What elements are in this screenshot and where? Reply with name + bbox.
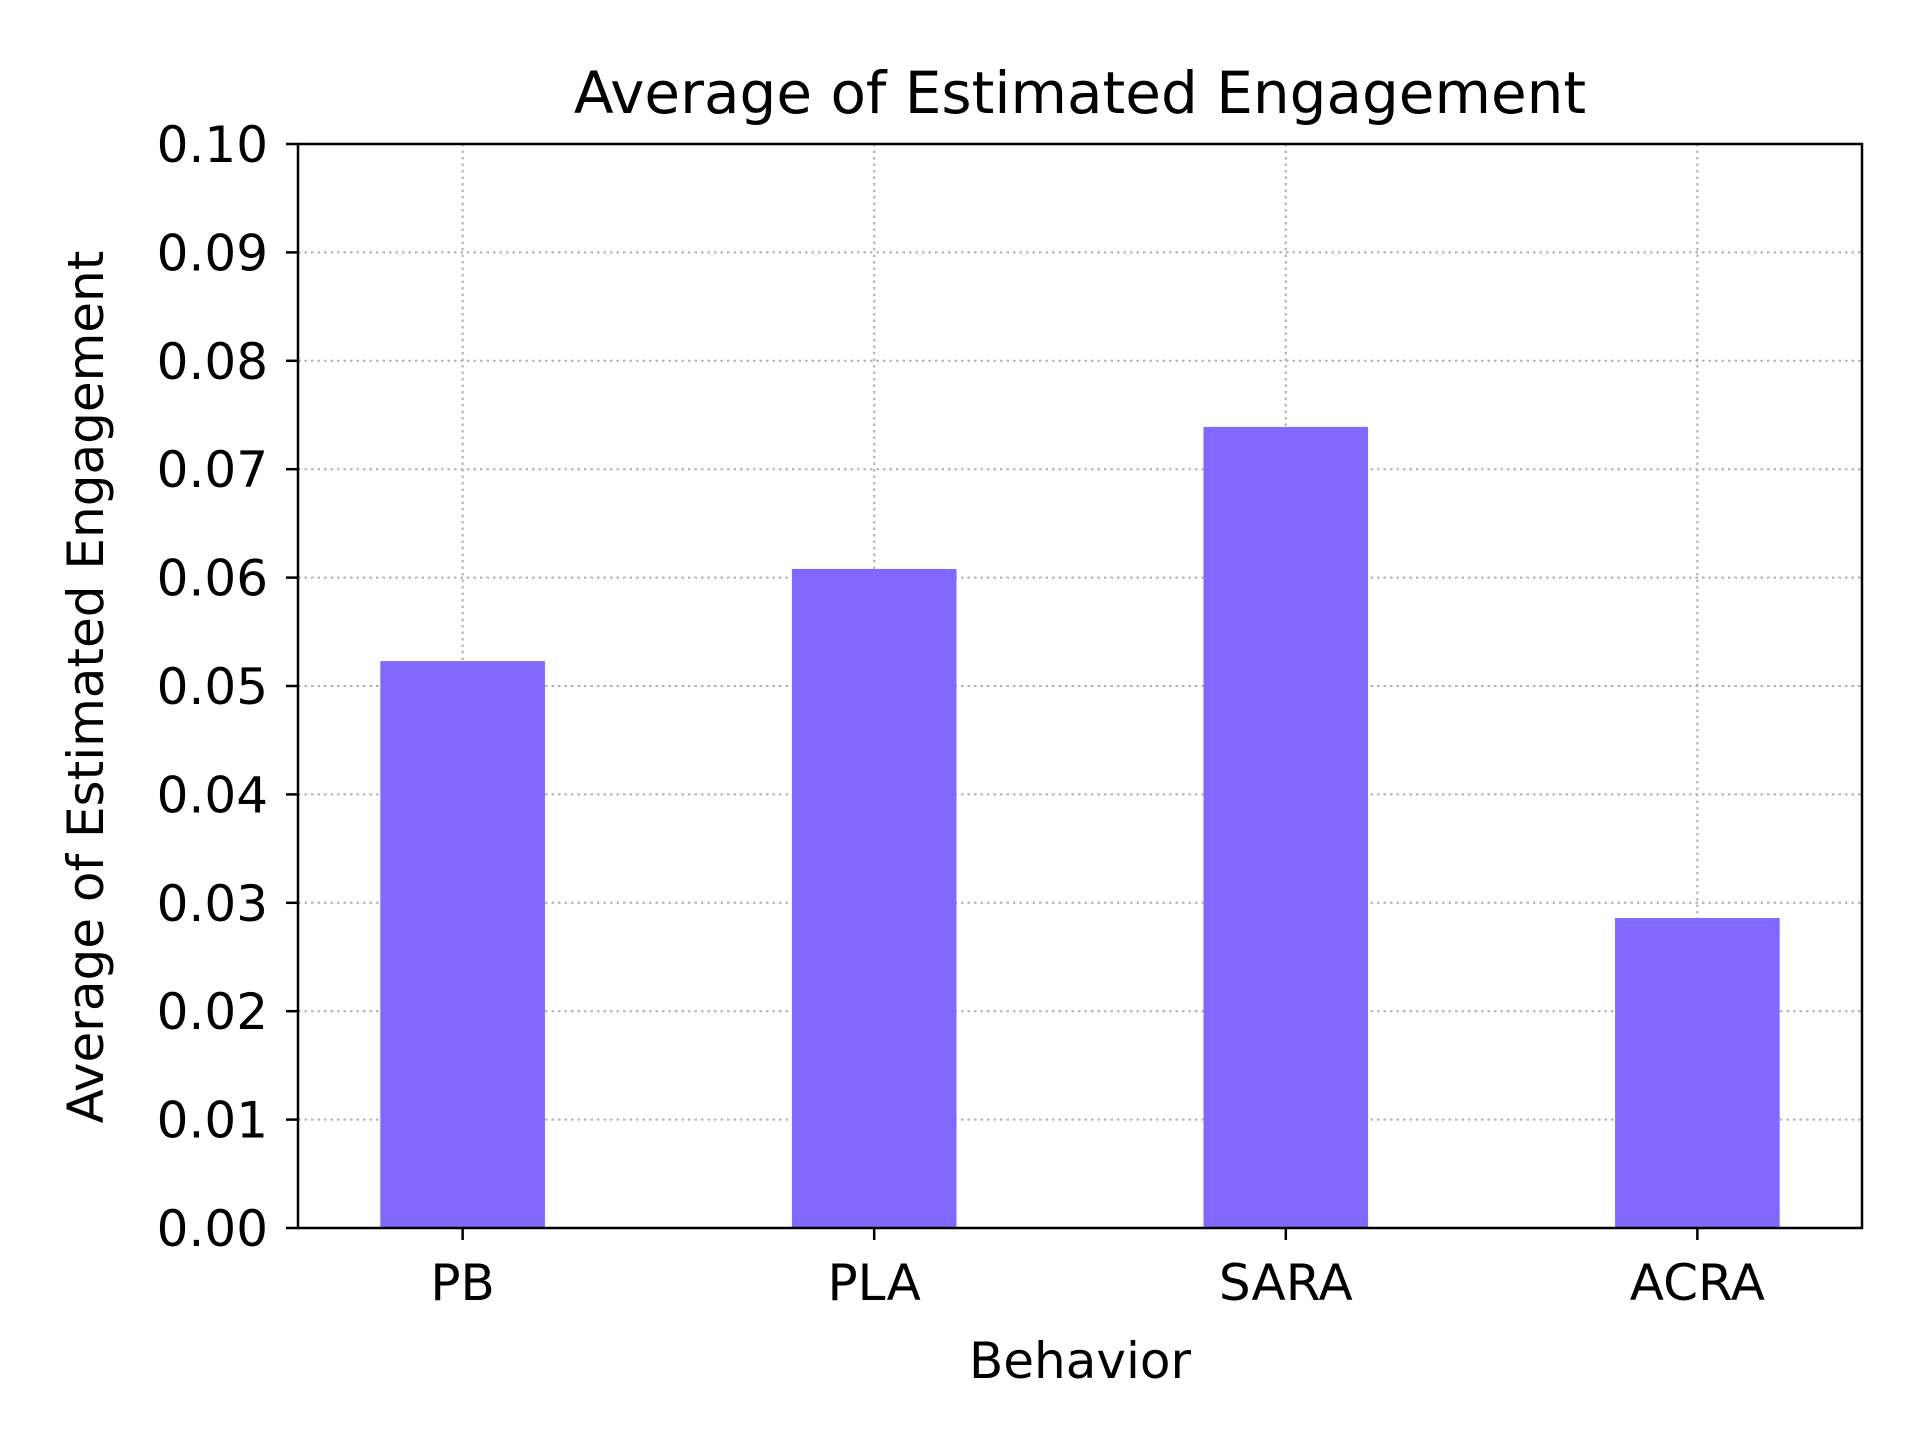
x-tick-label: SARA [1219,1254,1353,1312]
y-tick-label: 0.02 [157,983,268,1041]
y-tick-label: 0.06 [157,550,268,608]
x-tick-label: PB [430,1254,494,1312]
y-axis-label: Average of Estimated Engagement [57,251,115,1124]
bar-sara [1203,426,1369,1228]
axis-ticks: 0.00 0.01 0.02 0.03 0.04 0.05 0.06 0.07 0.08 0.09… [157,116,1765,1312]
y-tick-label: 0.10 [157,116,268,174]
bar-acra [1615,917,1780,1228]
x-axis-label: Behavior [969,1332,1191,1390]
y-tick-label: 0.07 [157,441,268,499]
x-tick-label: PLA [828,1254,921,1312]
x-tick-label: ACRA [1630,1254,1765,1312]
y-tick-label: 0.03 [157,875,268,933]
plot-frame [296,142,1864,1230]
grid-lines [298,143,1862,1229]
y-tick-label: 0.05 [157,658,268,716]
bars [380,426,1780,1228]
y-tick-label: 0.01 [157,1092,268,1150]
y-tick-label: 0.09 [157,224,268,282]
bar-pb [380,661,545,1228]
y-tick-label: 0.00 [157,1200,268,1258]
bar-pla [791,568,957,1228]
chart-title: Average of Estimated Engagement [574,59,1586,127]
y-tick-label: 0.04 [157,766,268,824]
y-tick-label: 0.08 [157,333,268,391]
